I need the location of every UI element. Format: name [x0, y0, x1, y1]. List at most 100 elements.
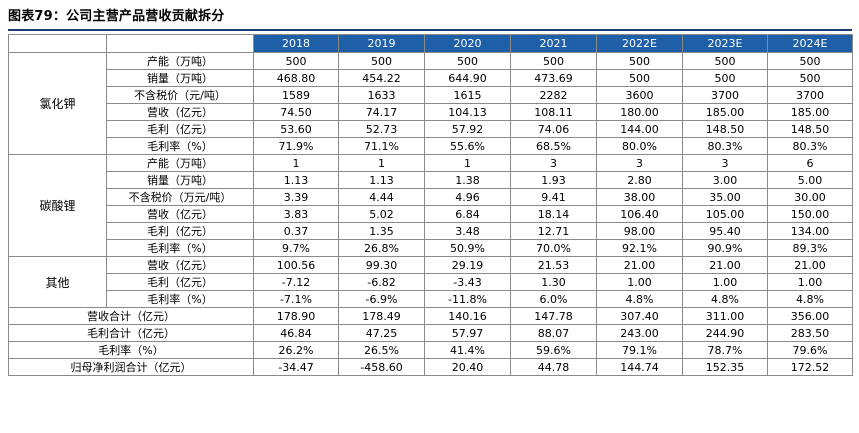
- value-cell: 71.1%: [338, 137, 425, 155]
- value-cell: 29.19: [424, 256, 511, 274]
- value-cell: 100.56: [253, 256, 339, 274]
- value-cell: 134.00: [767, 222, 853, 240]
- value-cell: 144.00: [596, 120, 683, 138]
- value-cell: 147.78: [510, 307, 597, 325]
- value-cell: 6: [767, 154, 853, 172]
- metric-label: 营收（亿元）: [106, 256, 254, 274]
- value-cell: 1633: [338, 86, 425, 104]
- total-row: 毛利合计（亿元） 46.84 47.25 57.97 88.07 243.00 244.90…: [8, 324, 853, 342]
- value-cell: 0.37: [253, 222, 339, 240]
- value-cell: 3.00: [682, 171, 768, 189]
- value-cell: 20.40: [424, 358, 511, 376]
- value-cell: 311.00: [682, 307, 768, 325]
- value-cell: 178.90: [253, 307, 339, 325]
- value-cell: 468.80: [253, 69, 339, 87]
- value-cell: 1.30: [510, 273, 597, 291]
- metric-label: 毛利（亿元）: [106, 120, 254, 138]
- table-row: 销量（万吨） 468.80 454.22 644.90 473.69 500 500 500: [9, 69, 853, 87]
- value-cell: 92.1%: [596, 239, 683, 257]
- value-cell: 52.73: [338, 120, 425, 138]
- value-cell: 1589: [253, 86, 339, 104]
- value-cell: 1.00: [767, 273, 853, 291]
- value-cell: 185.00: [767, 103, 853, 121]
- value-cell: 244.90: [682, 324, 768, 342]
- value-cell: 3700: [767, 86, 853, 104]
- total-label: 毛利合计（亿元）: [8, 324, 254, 342]
- value-cell: 1615: [424, 86, 511, 104]
- value-cell: 74.17: [338, 103, 425, 121]
- metric-label: 毛利率（%）: [106, 137, 254, 155]
- table-row: 毛利率（%） -7.1% -6.9% -11.8% 6.0% 4.8% 4.8% 4.8%: [9, 290, 853, 308]
- figure-title: 图表79：公司主营产品营收贡献拆分: [8, 9, 225, 24]
- table-row: 毛利（亿元） 0.37 1.35 3.48 12.71 98.00 95.40 134.00: [9, 222, 853, 240]
- value-cell: 180.00: [596, 103, 683, 121]
- header-blank-cell: [8, 34, 107, 53]
- value-cell: 79.1%: [596, 341, 683, 359]
- value-cell: 78.7%: [682, 341, 768, 359]
- metric-label: 产能（万吨）: [106, 52, 254, 70]
- year-header: 2023E: [682, 34, 768, 53]
- table-row: 毛利率（%） 9.7% 26.8% 50.9% 70.0% 92.1% 90.9% 89.3%: [9, 239, 853, 257]
- value-cell: 9.7%: [253, 239, 339, 257]
- value-cell: 80.3%: [682, 137, 768, 155]
- value-cell: 53.60: [253, 120, 339, 138]
- year-header: 2024E: [767, 34, 853, 53]
- value-cell: 104.13: [424, 103, 511, 121]
- total-label: 营收合计（亿元）: [8, 307, 254, 325]
- value-cell: 1.38: [424, 171, 511, 189]
- value-cell: 283.50: [767, 324, 853, 342]
- value-cell: 35.00: [682, 188, 768, 206]
- table-row: 其他 营收（亿元） 100.56 99.30 29.19 21.53 21.00 21.00 2…: [8, 256, 853, 308]
- metric-label: 不含税价（万元/吨）: [106, 188, 254, 206]
- value-cell: 21.53: [510, 256, 597, 274]
- header-blank-cell: [106, 34, 254, 53]
- value-cell: 1.93: [510, 171, 597, 189]
- value-cell: 79.6%: [767, 341, 853, 359]
- metric-label: 营收（亿元）: [106, 103, 254, 121]
- value-cell: 4.8%: [596, 290, 683, 308]
- value-cell: 57.97: [424, 324, 511, 342]
- table-row: 不含税价（元/吨） 1589 1633 1615 2282 3600 3700 3700: [9, 86, 853, 104]
- value-cell: 356.00: [767, 307, 853, 325]
- metric-label: 毛利率（%）: [106, 290, 254, 308]
- value-cell: 4.96: [424, 188, 511, 206]
- metric-label: 毛利（亿元）: [106, 273, 254, 291]
- value-cell: 500: [596, 69, 683, 87]
- value-cell: 38.00: [596, 188, 683, 206]
- title-rule: [8, 29, 852, 31]
- value-cell: 2.80: [596, 171, 683, 189]
- value-cell: 3.39: [253, 188, 339, 206]
- value-cell: 99.30: [338, 256, 425, 274]
- value-cell: 500: [424, 52, 511, 70]
- table-row: 毛利（亿元） 53.60 52.73 57.92 74.06 144.00 148.50 14…: [9, 120, 853, 138]
- year-header: 2021: [510, 34, 597, 53]
- table-row: 氯化钾 产能（万吨） 500 500 500 500 500 500 500: [8, 52, 853, 155]
- value-cell: 1.00: [682, 273, 768, 291]
- value-cell: 185.00: [682, 103, 768, 121]
- value-cell: 12.71: [510, 222, 597, 240]
- value-cell: 148.50: [767, 120, 853, 138]
- value-cell: 144.74: [596, 358, 683, 376]
- value-cell: 74.06: [510, 120, 597, 138]
- value-cell: 21.00: [682, 256, 768, 274]
- value-cell: 3: [682, 154, 768, 172]
- value-cell: 59.6%: [510, 341, 597, 359]
- value-cell: 500: [682, 52, 768, 70]
- value-cell: 500: [767, 69, 853, 87]
- value-cell: 4.8%: [767, 290, 853, 308]
- table-row: 毛利率（%） 71.9% 71.1% 55.6% 68.5% 80.0% 80.3% 80.3…: [9, 137, 853, 155]
- total-row: 营收合计（亿元） 178.90 178.49 140.16 147.78 307.40 31…: [8, 307, 853, 325]
- value-cell: 178.49: [338, 307, 425, 325]
- year-header: 2020: [424, 34, 511, 53]
- value-cell: 74.50: [253, 103, 339, 121]
- value-cell: 3: [596, 154, 683, 172]
- value-cell: -7.1%: [253, 290, 339, 308]
- value-cell: -11.8%: [424, 290, 511, 308]
- value-cell: 644.90: [424, 69, 511, 87]
- value-cell: 500: [682, 69, 768, 87]
- value-cell: -6.82: [338, 273, 425, 291]
- value-cell: 50.9%: [424, 239, 511, 257]
- group-name: 氯化钾: [8, 52, 107, 155]
- value-cell: 80.0%: [596, 137, 683, 155]
- value-cell: 108.11: [510, 103, 597, 121]
